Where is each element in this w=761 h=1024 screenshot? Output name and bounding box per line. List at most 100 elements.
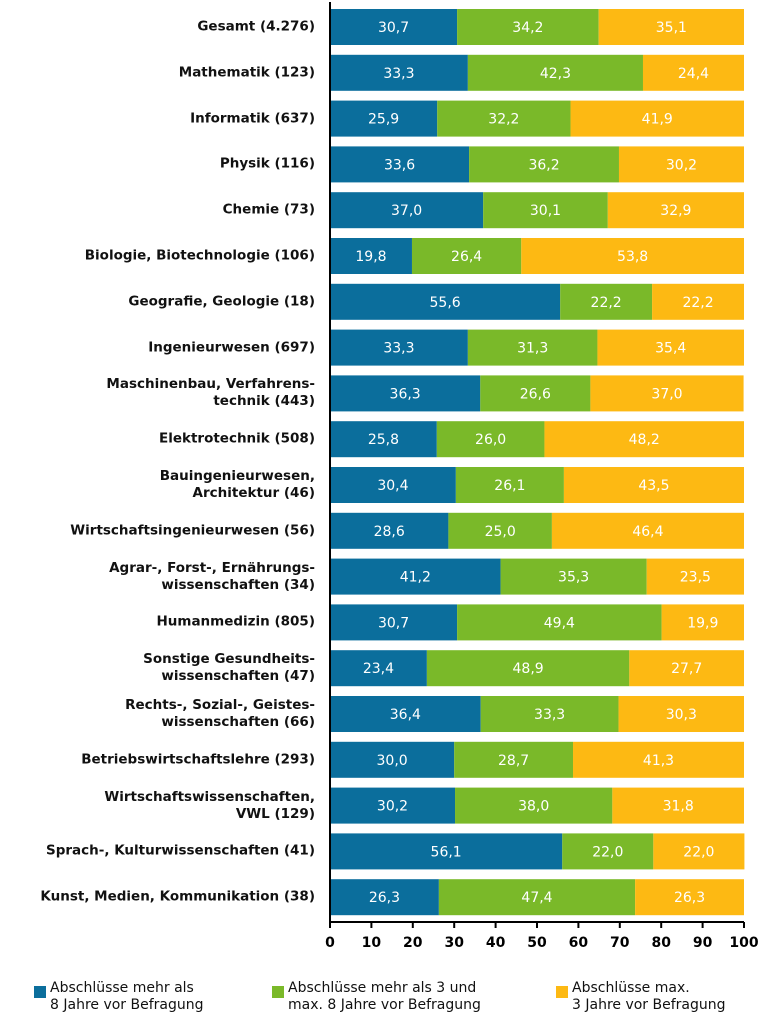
legend-swatch <box>272 986 284 998</box>
x-tick-label: 50 <box>527 935 547 951</box>
category-label: Mathematik (123) <box>178 64 315 81</box>
value-label: 32,9 <box>660 203 691 219</box>
bar-segment <box>330 512 449 549</box>
value-label: 30,4 <box>377 478 408 494</box>
bar-segment <box>330 879 439 916</box>
value-label: 26,6 <box>520 386 551 402</box>
bar-segment <box>330 421 437 458</box>
category-label: Physik (116) <box>219 155 315 172</box>
x-tick-label: 40 <box>486 935 506 951</box>
bar-segment <box>330 833 563 870</box>
category-label: Maschinenbau, Verfahrens- technik (443) <box>106 376 315 410</box>
category-label: Wirtschaftswissenschaften, VWL (129) <box>104 788 315 822</box>
value-label: 25,8 <box>368 432 399 448</box>
bar-segment <box>411 238 522 274</box>
bar-segment <box>618 146 744 183</box>
value-label: 37,0 <box>651 386 682 402</box>
legend-label: Abschlüsse max. 3 Jahre vor Befragung <box>572 980 726 1013</box>
x-tick-label: 80 <box>651 935 671 951</box>
value-label: 19,9 <box>687 615 718 631</box>
value-label: 25,9 <box>368 112 399 128</box>
value-label: 41,3 <box>643 753 674 769</box>
bar-segment <box>607 192 744 229</box>
value-label: 56,1 <box>431 844 462 860</box>
value-label: 42,3 <box>540 66 571 82</box>
value-label: 26,3 <box>674 890 705 906</box>
value-label: 22,0 <box>683 844 714 860</box>
bar-segment <box>653 833 745 870</box>
value-label: 19,8 <box>355 249 386 265</box>
value-label: 30,3 <box>666 707 697 723</box>
value-label: 37,0 <box>391 203 422 219</box>
category-label: Humanmedizin (805) <box>156 613 315 630</box>
value-label: 31,3 <box>517 341 548 357</box>
value-label: 33,3 <box>383 66 414 82</box>
bar-segment <box>469 146 619 183</box>
bar-segment <box>521 238 744 274</box>
bar-segment <box>661 604 744 641</box>
category-label: Informatik (637) <box>190 110 315 127</box>
bar-segment <box>330 329 468 366</box>
bar-segment <box>652 283 744 320</box>
legend-swatch <box>34 986 46 998</box>
value-label: 36,3 <box>390 386 421 402</box>
value-label: 46,4 <box>632 524 663 540</box>
bar-segment <box>330 604 458 641</box>
bar-segment <box>560 283 653 320</box>
category-label: Rechts-, Sozial-, Geistes- wissenschafte… <box>125 697 315 730</box>
category-label: Wirtschaftsingenieurwesen (56) <box>70 522 315 539</box>
category-label: Geografie, Geologie (18) <box>128 293 315 310</box>
bar-segment <box>426 650 630 687</box>
value-label: 26,3 <box>369 890 400 906</box>
bar-segment <box>618 696 744 732</box>
value-label: 30,7 <box>378 20 409 36</box>
bar-segment <box>330 54 468 91</box>
bar-segment <box>330 558 501 595</box>
value-label: 43,5 <box>638 478 669 494</box>
category-label: Sonstige Gesundheits- wissenschaften (47… <box>143 651 315 685</box>
value-label: 36,2 <box>528 157 559 173</box>
category-label: Ingenieurwesen (697) <box>148 339 315 356</box>
bar-segment <box>551 512 744 549</box>
bar-segment <box>330 146 470 183</box>
value-label: 27,7 <box>671 661 702 677</box>
value-label: 33,3 <box>534 707 565 723</box>
bar-segment <box>570 100 744 137</box>
bar-segment <box>500 558 647 595</box>
bar-segment <box>642 54 744 91</box>
category-label: Chemie (73) <box>222 201 315 218</box>
value-label: 30,2 <box>666 157 697 173</box>
value-label: 31,8 <box>663 799 694 815</box>
legend-label: Abschlüsse mehr als 8 Jahre vor Befragun… <box>50 980 204 1013</box>
bar-segment <box>330 696 481 732</box>
x-tick-label: 30 <box>444 935 464 951</box>
x-tick-label: 100 <box>729 935 758 951</box>
value-label: 23,4 <box>363 661 394 677</box>
legend-swatch <box>556 986 568 998</box>
bar-segment <box>330 192 484 229</box>
value-label: 22,2 <box>591 295 622 311</box>
bar-segment <box>483 192 608 229</box>
category-label: Gesamt (4.276) <box>197 18 315 35</box>
bar-segment <box>598 9 744 45</box>
value-label: 25,0 <box>485 524 516 540</box>
bar-segment <box>573 741 744 778</box>
category-label: Kunst, Medien, Kommunikation (38) <box>40 888 315 905</box>
value-label: 22,0 <box>592 844 623 860</box>
bar-segment <box>330 100 438 137</box>
category-label: Biologie, Biotechnologie (106) <box>84 247 315 264</box>
bar-segment <box>330 375 481 412</box>
value-label: 35,4 <box>655 341 686 357</box>
bar-segment <box>330 787 456 824</box>
category-label: Elektrotechnik (508) <box>158 430 315 447</box>
bar-segment <box>455 787 613 824</box>
category-label: Bauingenieurwesen, Architektur (46) <box>159 468 315 501</box>
value-label: 26,0 <box>475 432 506 448</box>
value-label: 48,2 <box>629 432 660 448</box>
value-label: 49,4 <box>544 615 575 631</box>
value-label: 30,1 <box>530 203 561 219</box>
value-label: 38,0 <box>518 799 549 815</box>
value-label: 34,2 <box>512 20 543 36</box>
